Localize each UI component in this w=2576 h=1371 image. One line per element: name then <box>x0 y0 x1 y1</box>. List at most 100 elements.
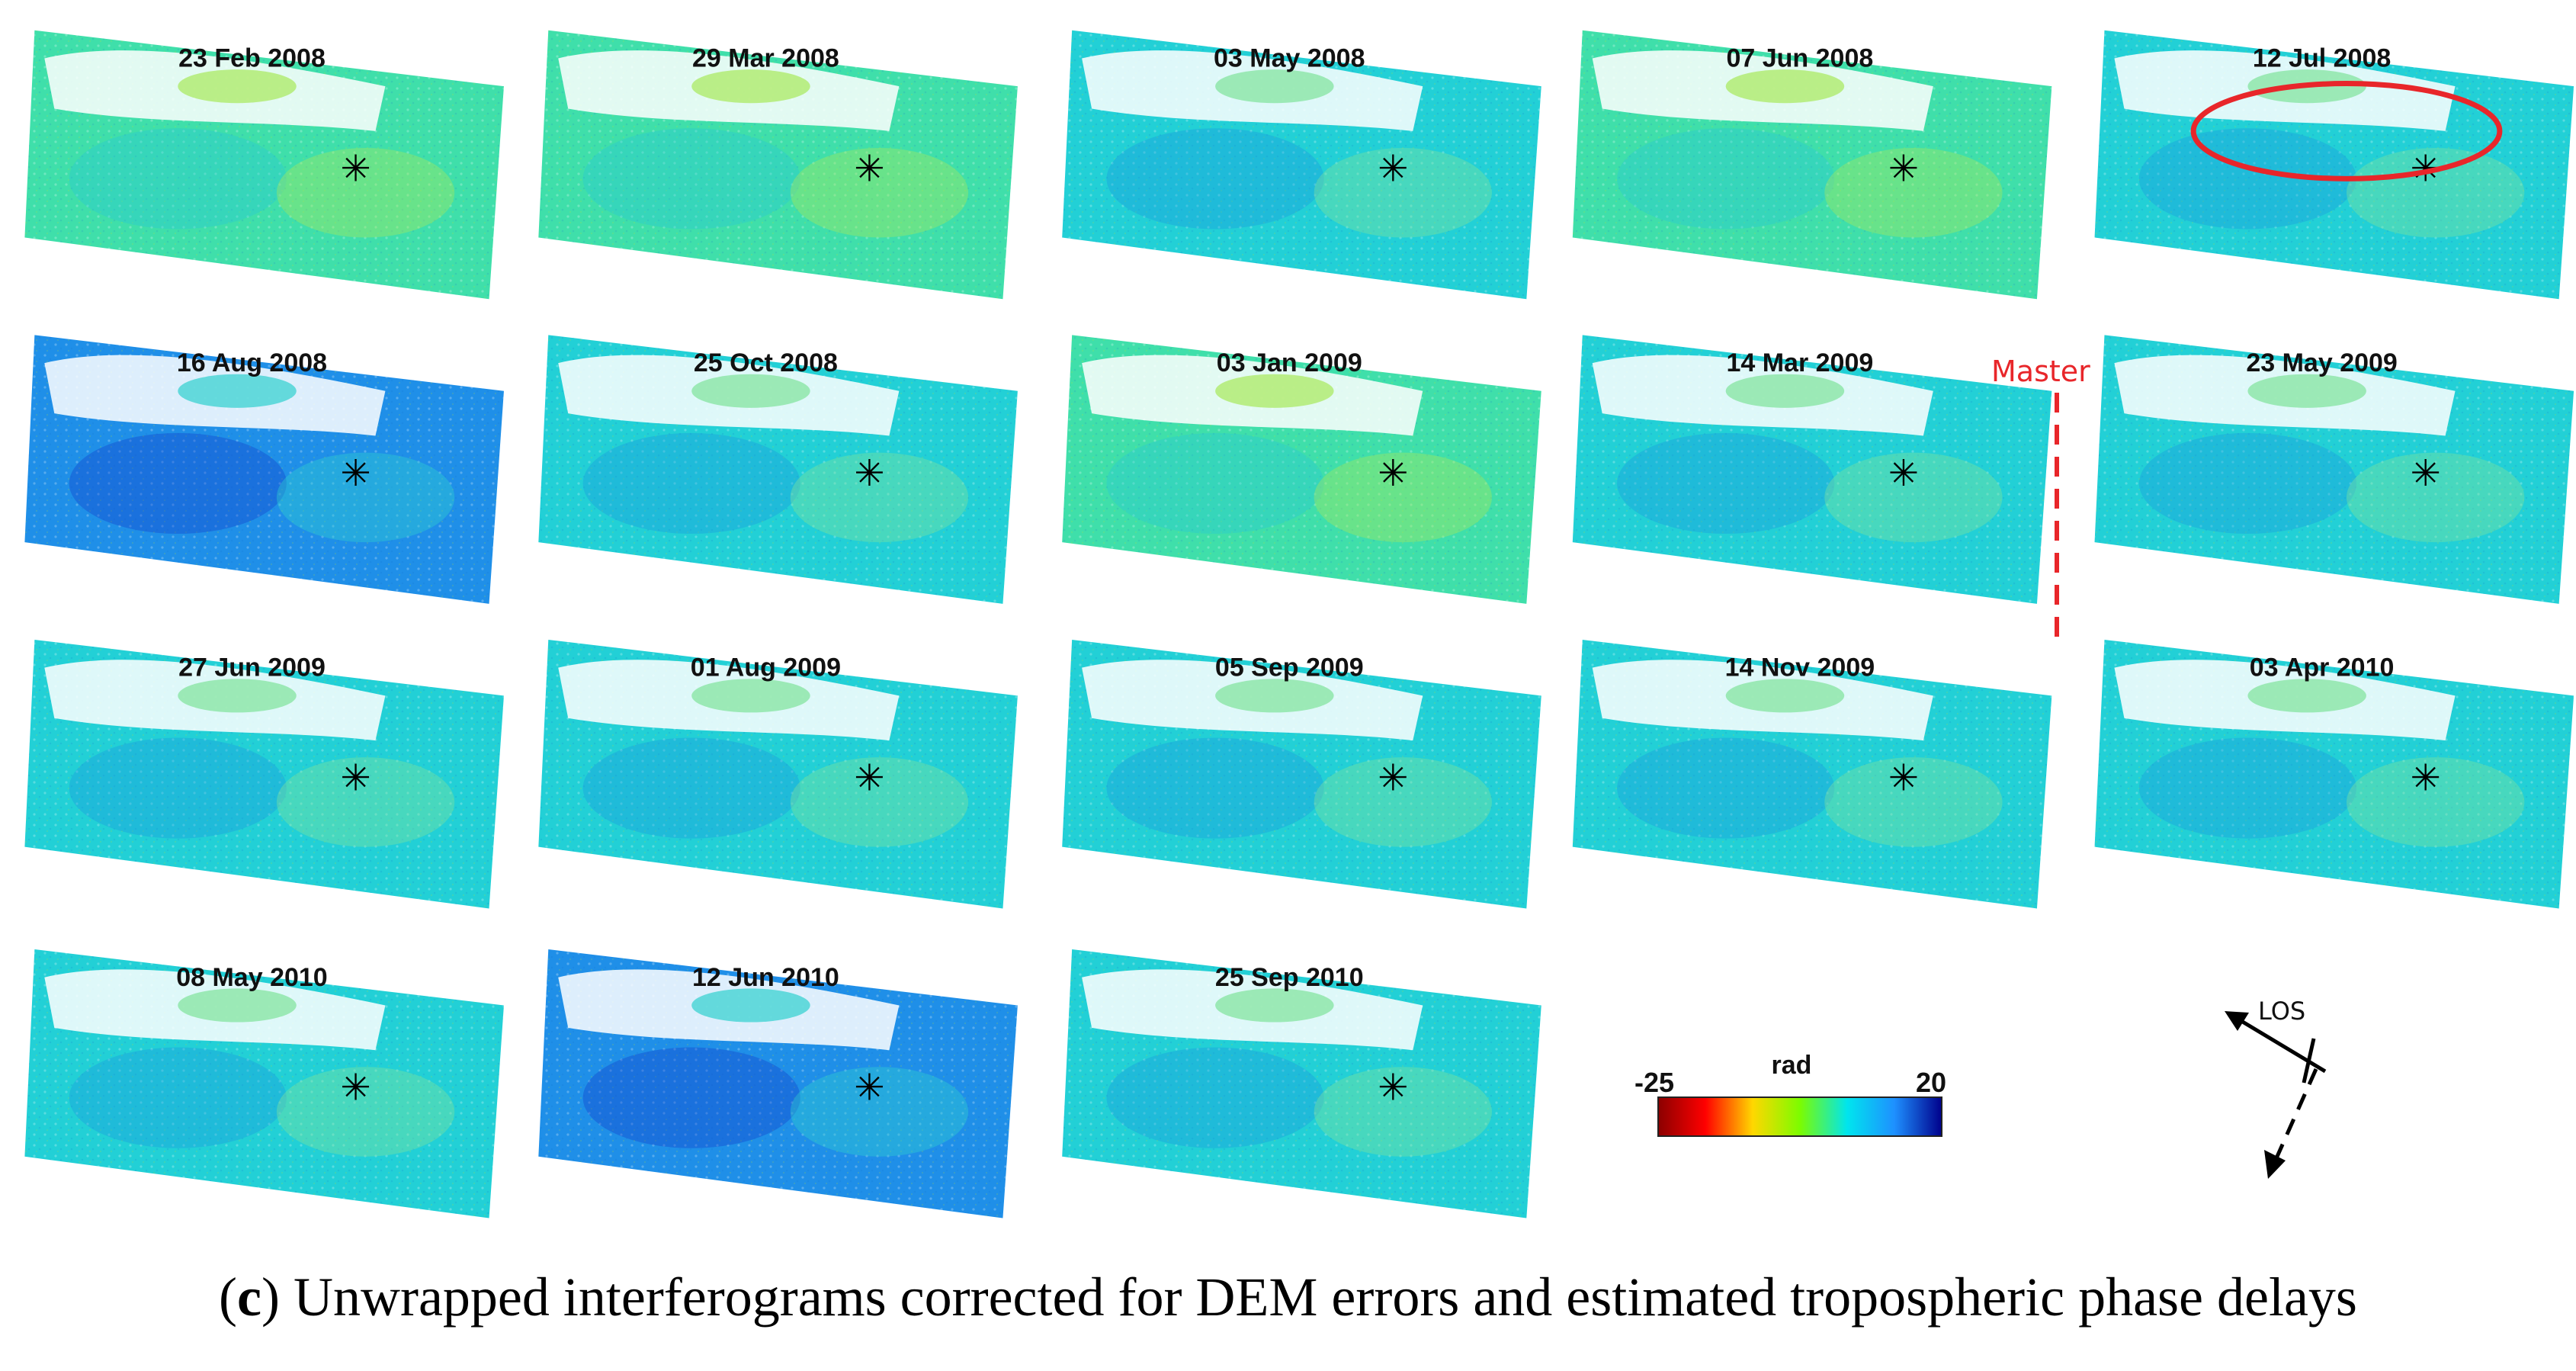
tile-phase-patch <box>1314 757 1492 847</box>
interferogram-tile: ✳ 25 Sep 2010 <box>1062 949 1541 1218</box>
tile-phase-patch <box>2347 452 2525 543</box>
reference-point-star-icon: ✳ <box>340 757 371 800</box>
tile-phase-patch <box>582 432 800 535</box>
tile-date-label: 16 Aug 2008 <box>177 348 327 377</box>
los-tick <box>2302 1038 2316 1084</box>
reference-point-star-icon: ✳ <box>1378 1067 1408 1109</box>
tile-phase-patch <box>2138 128 2356 230</box>
tile-phase-patch <box>1215 374 1334 408</box>
reference-point-star-icon: ✳ <box>2411 452 2441 495</box>
tile-date-label: 03 Jan 2009 <box>1217 348 1362 377</box>
tile-phase-patch <box>1725 679 1845 713</box>
tile-phase-patch <box>1617 128 1835 230</box>
tile-phase-patch <box>582 128 800 230</box>
reference-point-star-icon: ✳ <box>1378 147 1408 190</box>
tile-phase-patch <box>178 374 297 408</box>
tile-phase-patch <box>2347 757 2525 847</box>
tile-phase-patch <box>582 737 800 839</box>
interferogram-tile: ✳ 29 Mar 2008 <box>538 30 1018 300</box>
tile-phase-patch <box>1215 679 1334 713</box>
interferogram-tile: ✳ 03 May 2008 <box>1062 30 1541 300</box>
reference-point-star-icon: ✳ <box>1378 452 1408 495</box>
tile-date-label: 23 May 2009 <box>2246 348 2398 377</box>
tile-date-label: 25 Sep 2010 <box>1215 963 1364 992</box>
tile-phase-patch <box>2247 374 2366 408</box>
reference-point-star-icon: ✳ <box>1888 452 1919 495</box>
tile-phase-patch <box>1106 128 1324 230</box>
master-label: Master <box>1991 355 2090 388</box>
master-marker: Master <box>1991 355 2090 637</box>
tile-date-label: 27 Jun 2009 <box>178 653 326 682</box>
reference-point-star-icon: ✳ <box>854 147 884 190</box>
colorbar-unit-label: rad <box>1772 1051 1812 1080</box>
tile-phase-patch <box>790 147 969 238</box>
tile-phase-patch <box>1106 1047 1324 1148</box>
tile-phase-patch <box>276 757 455 847</box>
tile-phase-patch <box>790 452 969 543</box>
tile-phase-patch <box>69 128 287 230</box>
heading-dashed-line <box>2271 1068 2318 1167</box>
interferogram-tile: ✳ 27 Jun 2009 <box>24 639 504 909</box>
tile-phase-patch <box>1106 432 1324 535</box>
interferogram-tile: ✳ 12 Jun 2010 <box>538 949 1018 1218</box>
colorbar-min-label: -25 <box>1634 1067 1674 1098</box>
tile-phase-patch <box>1314 452 1492 543</box>
reference-point-star-icon: ✳ <box>1888 147 1919 190</box>
tile-phase-patch <box>1215 988 1334 1023</box>
tile-phase-patch <box>691 69 810 104</box>
caption-panel-letter: c <box>237 1267 261 1328</box>
tile-phase-patch <box>1725 374 1845 408</box>
interferogram-tile: ✳ 07 Jun 2008 <box>1572 30 2052 300</box>
tile-phase-patch <box>69 432 287 535</box>
tile-phase-patch <box>2138 432 2356 535</box>
tile-phase-patch <box>1314 1067 1492 1157</box>
highlight-ring <box>2190 81 2503 181</box>
reference-point-star-icon: ✳ <box>854 757 884 800</box>
interferogram-tile: ✳ 16 Aug 2008 <box>24 335 504 604</box>
tile-date-label: 05 Sep 2009 <box>1215 653 1364 682</box>
tile-date-label: 07 Jun 2008 <box>1726 43 1873 72</box>
interferogram-tile: ✳ 03 Apr 2010 <box>2094 639 2574 909</box>
tile-phase-patch <box>790 1067 969 1157</box>
reference-point-star-icon: ✳ <box>340 452 371 495</box>
interferogram-tile: ✳12 Jul 2008 <box>2094 30 2574 300</box>
interferogram-tile: ✳ 23 May 2009 <box>2094 335 2574 604</box>
tile-phase-patch <box>1824 452 2003 543</box>
interferogram-tile: ✳ 01 Aug 2009 <box>538 639 1018 909</box>
reference-point-star-icon: ✳ <box>340 1067 371 1109</box>
reference-point-star-icon: ✳ <box>1378 757 1408 800</box>
tile-phase-patch <box>1824 147 2003 238</box>
tile-phase-patch <box>1106 737 1324 839</box>
tile-phase-patch <box>178 69 297 104</box>
reference-point-star-icon: ✳ <box>854 452 884 495</box>
tile-phase-patch <box>1617 432 1835 535</box>
tile-date-label: 29 Mar 2008 <box>692 43 839 72</box>
tile-phase-patch <box>178 988 297 1023</box>
tile-phase-patch <box>276 1067 455 1157</box>
heading-arrowhead-icon <box>2264 1150 2286 1179</box>
figure-caption: (c) Unwrapped interferograms corrected f… <box>219 1267 2357 1328</box>
tile-date-label: 12 Jul 2008 <box>2253 43 2391 72</box>
tile-phase-patch <box>1617 737 1835 839</box>
tile-phase-patch <box>1215 69 1334 104</box>
interferogram-tile: ✳ 14 Mar 2009 <box>1572 335 2052 604</box>
reference-point-star-icon: ✳ <box>2411 757 2441 800</box>
interferogram-tile: ✳ 23 Feb 2008 <box>24 30 504 300</box>
interferogram-tile: ✳ 03 Jan 2009 <box>1062 335 1541 604</box>
tile-phase-patch <box>276 452 455 543</box>
reference-point-star-icon: ✳ <box>340 147 371 190</box>
tile-date-label: 25 Oct 2008 <box>694 348 838 377</box>
tile-date-label: 23 Feb 2008 <box>178 43 326 72</box>
interferogram-tile: ✳ 05 Sep 2009 <box>1062 639 1541 909</box>
tile-phase-patch <box>790 757 969 847</box>
tile-phase-patch <box>691 679 810 713</box>
tile-date-label: 03 Apr 2010 <box>2250 653 2395 682</box>
los-indicator: LOS <box>2225 997 2327 1179</box>
interferogram-tile: ✳ 14 Nov 2009 <box>1572 639 2052 909</box>
tile-date-label: 08 May 2010 <box>176 963 328 992</box>
tile-phase-patch <box>178 679 297 713</box>
tile-date-label: 01 Aug 2009 <box>691 653 841 682</box>
los-label: LOS <box>2258 997 2305 1026</box>
colorbar-max-label: 20 <box>1916 1067 1946 1098</box>
